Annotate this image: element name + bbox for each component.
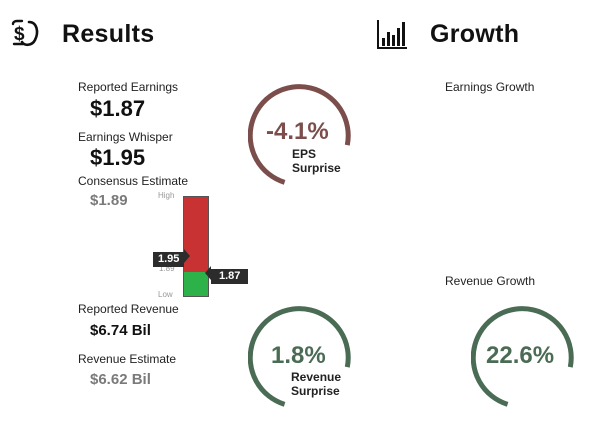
revenue-surprise-percent: 1.8%	[271, 342, 326, 369]
range-consensus-tick: 1.89	[159, 264, 175, 273]
revenue-growth-gauge	[470, 306, 575, 410]
eps-surprise-line2: Surprise	[292, 161, 341, 175]
eps-surprise-line1: EPS	[292, 147, 317, 161]
range-low-label: Low	[158, 290, 173, 299]
revenue-surprise-line2: Surprise	[291, 384, 340, 398]
revenue-growth-percent: 22.6%	[486, 342, 555, 369]
whisper-marker: 1.95	[153, 249, 191, 267]
revenue-estimate-label: Revenue Estimate	[78, 352, 177, 366]
eps-surprise-percent: -4.1%	[266, 118, 329, 145]
consensus-estimate-value: $1.89	[90, 192, 128, 209]
bar-chart-icon	[376, 18, 408, 50]
revenue-growth-label: Revenue Growth	[445, 274, 536, 288]
earnings-whisper-label: Earnings Whisper	[78, 130, 173, 144]
eps-surprise-gauge	[247, 84, 352, 188]
actual-tag: 1.87	[211, 269, 249, 284]
range-bar-beat-fill	[184, 272, 208, 296]
range-high-label: High	[158, 191, 175, 200]
reported-revenue-value: $6.74 Bil	[90, 322, 151, 339]
reported-revenue-label: Reported Revenue	[78, 302, 179, 316]
results-title: Results	[62, 20, 155, 48]
reported-earnings-value: $1.87	[90, 96, 146, 121]
earnings-growth-label: Earnings Growth	[445, 80, 535, 94]
revenue-surprise-line1: Revenue	[291, 370, 342, 384]
whisper-tag: 1.95	[153, 252, 185, 267]
range-bar	[183, 196, 209, 297]
revenue-surprise-gauge	[247, 306, 352, 410]
earnings-whisper-value: $1.95	[90, 145, 146, 170]
growth-title: Growth	[430, 20, 520, 48]
revenue-estimate-value: $6.62 Bil	[90, 371, 151, 388]
reported-earnings-label: Reported Earnings	[78, 80, 179, 94]
results-icon: $	[10, 18, 42, 50]
consensus-estimate-label: Consensus Estimate	[78, 174, 189, 188]
svg-text:$: $	[14, 24, 25, 45]
actual-marker: 1.87	[205, 266, 249, 284]
